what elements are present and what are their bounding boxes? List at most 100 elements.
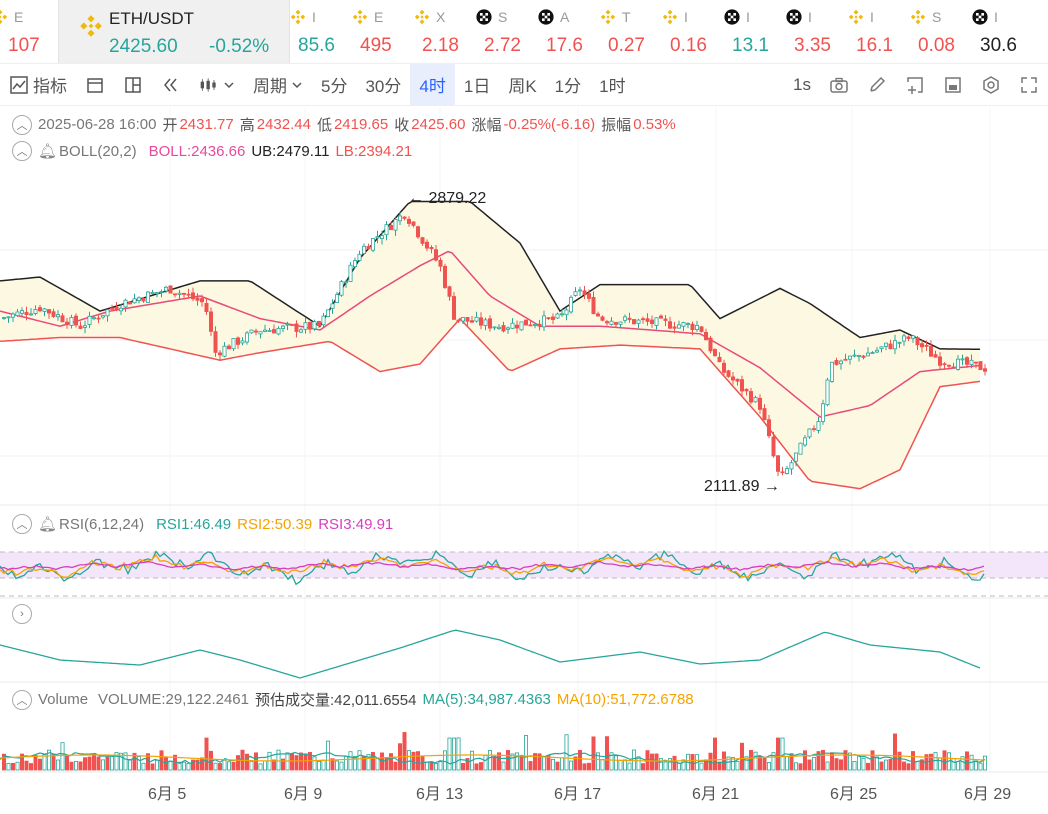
screenshot-button[interactable] — [820, 64, 858, 106]
ticker-item[interactable]: I 13.1 — [724, 0, 786, 63]
chevron-down-icon — [224, 81, 234, 88]
volume-name: Volume — [38, 691, 89, 708]
interval-tab[interactable]: 1时 — [599, 77, 626, 96]
ticker-item[interactable]: I 0.16 — [662, 0, 724, 63]
candle-body — [609, 320, 614, 325]
boll-lb-value: LB:2394.21 — [335, 142, 413, 160]
ticker-price: 0.16 — [670, 35, 707, 56]
interval-tab[interactable]: 1分 — [554, 77, 582, 96]
candle-body — [456, 319, 461, 322]
refresh-rate[interactable]: 1s — [784, 64, 820, 106]
volume-bar — [60, 742, 65, 771]
ticker-item[interactable]: X 2.18 — [414, 0, 476, 63]
chart-type-button[interactable] — [190, 64, 244, 106]
candle-body — [681, 322, 686, 327]
volume-bar — [524, 735, 529, 771]
volume-bar — [713, 737, 718, 771]
volume-bar — [744, 756, 749, 771]
okx-icon — [786, 9, 802, 25]
bell-icon[interactable]: 🔔︎ — [38, 516, 58, 533]
candle-body — [852, 354, 857, 357]
volume-bar — [731, 757, 736, 771]
fullscreen-button[interactable] — [1010, 64, 1048, 106]
volume-bar — [123, 752, 128, 771]
interval-tab[interactable]: 4时 — [410, 63, 455, 106]
ticker-item[interactable]: I 30.6 — [972, 0, 1034, 63]
candle-body — [695, 324, 700, 330]
volume-bar — [370, 752, 375, 771]
ticker-item[interactable]: S 0.08 — [910, 0, 972, 63]
candle-body — [654, 317, 659, 326]
volume-bar — [231, 761, 236, 771]
ticker-item[interactable]: I 16.1 — [848, 0, 910, 63]
ticker-item[interactable]: S 2.72 — [476, 0, 538, 63]
candle-body — [587, 293, 592, 299]
period-dropdown[interactable]: 周期 — [244, 64, 312, 106]
chevron-up-icon[interactable]: ︿ — [12, 514, 32, 534]
ticker-item[interactable]: I 3.35 — [786, 0, 848, 63]
interval-tab[interactable]: 5分 — [321, 77, 348, 96]
candle-body — [911, 335, 916, 339]
volume-bar — [289, 753, 294, 771]
bell-icon[interactable]: 🔔︎ — [38, 143, 58, 160]
ticker-item[interactable]: E 107 — [0, 0, 58, 63]
candle-body — [150, 291, 155, 294]
ticker-item[interactable]: E 495 — [352, 0, 414, 63]
candle-body — [483, 319, 488, 326]
volume-legend: ︿ Volume VOLUME:29,122.2461 预估成交量:42,011… — [12, 689, 694, 710]
volume-bar — [641, 763, 646, 771]
volume-bar — [357, 750, 362, 771]
close-label: 收 — [394, 117, 410, 134]
volume-bar — [848, 752, 853, 771]
layout-button[interactable] — [76, 64, 114, 106]
volume-bar — [415, 751, 420, 771]
candle-body — [429, 246, 434, 250]
high-annotation: ← 2879.22 — [408, 190, 487, 207]
settings-button[interactable] — [972, 64, 1010, 106]
candle-body — [789, 462, 794, 470]
volume-bar — [15, 761, 20, 771]
volume-bar — [325, 740, 330, 771]
indicator-template-button[interactable] — [934, 64, 972, 106]
add-frame-icon — [907, 76, 923, 94]
candle-datetime: 2025-06-28 16:00 — [38, 116, 157, 133]
volume-bar — [807, 759, 812, 771]
candle-body — [546, 317, 551, 320]
indicators-button[interactable]: 指标 — [0, 64, 76, 106]
interval-tab[interactable]: 30分 — [365, 77, 402, 96]
volume-bar — [505, 750, 510, 771]
candle-body — [267, 329, 272, 332]
volume-bar — [496, 752, 501, 771]
ticker-price: 2.18 — [422, 35, 459, 56]
candle-body — [276, 327, 281, 335]
volume-bar — [217, 763, 222, 771]
candle-body — [596, 313, 601, 317]
draw-button[interactable] — [858, 64, 896, 106]
chevron-up-icon[interactable]: ︿ — [12, 689, 32, 710]
ticker-item[interactable]: T 0.27 — [600, 0, 662, 63]
candle-body — [69, 316, 74, 326]
candle-body — [249, 329, 254, 334]
okx-icon — [724, 9, 740, 25]
ticker-item[interactable]: A 17.6 — [538, 0, 600, 63]
indicators-label: 指标 — [33, 77, 67, 96]
chevron-right-icon[interactable]: › — [12, 604, 32, 624]
candle-body — [312, 321, 317, 330]
candle-body — [438, 259, 443, 267]
chevron-up-icon[interactable]: ︿ — [12, 141, 32, 161]
interval-tab[interactable]: 周K — [508, 77, 537, 96]
ticker-item[interactable]: I 85.6 — [290, 0, 352, 63]
rsi1-line — [0, 549, 985, 586]
candle-body — [533, 323, 538, 326]
chevron-up-icon[interactable]: ︿ — [12, 114, 32, 135]
replay-button[interactable] — [152, 64, 190, 106]
volume-bar — [533, 753, 538, 771]
grid-layout-button[interactable] — [114, 64, 152, 106]
candle-body — [906, 336, 911, 339]
interval-tab[interactable]: 1日 — [463, 77, 491, 96]
add-drawing-button[interactable] — [896, 64, 934, 106]
volume-bar — [515, 752, 520, 771]
time-axis-label: 6月 29 — [964, 786, 1012, 803]
ticker-item-active[interactable]: ETH/USDT 2425.60 -0.52% — [58, 0, 290, 63]
